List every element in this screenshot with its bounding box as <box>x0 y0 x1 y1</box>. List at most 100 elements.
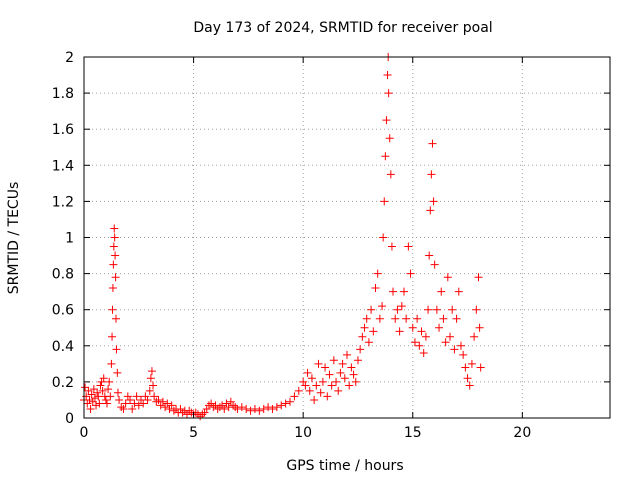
data-point <box>307 374 316 383</box>
data-point <box>465 381 474 390</box>
data-point <box>461 363 470 372</box>
data-point <box>132 392 141 401</box>
data-point <box>425 251 434 260</box>
grid <box>84 57 610 418</box>
x-tick-label: 0 <box>80 425 89 441</box>
data-point <box>385 134 394 143</box>
data-point <box>198 410 207 419</box>
y-tick-label: 0.6 <box>52 303 74 319</box>
data-point <box>358 332 367 341</box>
data-point <box>446 332 455 341</box>
data-point <box>115 395 124 404</box>
data-point <box>117 403 126 412</box>
data-point <box>443 273 452 282</box>
data-point <box>218 401 227 410</box>
x-tick-label: 10 <box>294 425 312 441</box>
data-point <box>432 305 441 314</box>
y-tick-label: 0.8 <box>52 267 74 283</box>
data-point <box>424 305 433 314</box>
data-point <box>255 406 264 415</box>
data-point <box>111 251 120 260</box>
data-point <box>389 287 398 296</box>
data-point <box>163 399 172 408</box>
data-point <box>353 356 362 365</box>
data-point <box>299 377 308 386</box>
data-point <box>318 377 327 386</box>
data-point <box>417 327 426 336</box>
y-tick-label: 1.2 <box>52 194 74 210</box>
data-point <box>391 314 400 323</box>
data-point <box>441 338 450 347</box>
data-point <box>435 323 444 332</box>
data-point <box>109 260 118 269</box>
data-point <box>305 386 314 395</box>
data-point <box>107 359 116 368</box>
plot-frame <box>83 56 611 419</box>
data-point <box>387 242 396 251</box>
data-point <box>272 403 281 412</box>
data-point <box>448 305 457 314</box>
data-point <box>158 397 167 406</box>
data-point <box>106 392 115 401</box>
y-tick-label: 1.6 <box>52 122 74 138</box>
data-point <box>454 287 463 296</box>
data-point <box>200 408 209 417</box>
data-point <box>89 385 98 394</box>
data-point <box>325 370 334 379</box>
data-point <box>439 314 448 323</box>
y-tick-label: 0.4 <box>52 339 74 355</box>
data-point <box>86 404 95 413</box>
data-point <box>286 397 295 406</box>
data-point <box>314 359 323 368</box>
data-point <box>452 314 461 323</box>
data-point <box>150 392 159 401</box>
data-point <box>202 404 211 413</box>
data-point <box>472 305 481 314</box>
data-point <box>429 197 438 206</box>
data-point <box>185 406 194 415</box>
data-point <box>121 399 130 408</box>
data-point <box>123 392 132 401</box>
data-point <box>463 374 472 383</box>
data-point <box>327 381 336 390</box>
data-point <box>143 395 152 404</box>
data-point <box>113 368 122 377</box>
data-point <box>246 406 255 415</box>
data-point <box>373 269 382 278</box>
data-point <box>386 170 395 179</box>
data-point <box>108 305 117 314</box>
data-point <box>268 404 277 413</box>
data-point <box>408 323 417 332</box>
data-point <box>147 367 156 376</box>
data-point <box>146 374 155 383</box>
data-point <box>316 388 325 397</box>
data-point <box>294 386 303 395</box>
x-tick-label: 15 <box>404 425 422 441</box>
data-point <box>222 399 231 408</box>
data-point <box>178 408 187 417</box>
data-point <box>367 305 376 314</box>
data-point <box>169 406 178 415</box>
data-point <box>111 273 120 282</box>
y-axis-label: SRMTID / TECUs <box>6 182 22 295</box>
data-point <box>437 287 446 296</box>
y-tick-label: 2 <box>65 50 74 66</box>
data-point <box>93 388 102 397</box>
data-point <box>290 392 299 401</box>
data-point <box>145 386 154 395</box>
data-point <box>340 374 349 383</box>
data-point <box>410 338 419 347</box>
data-point <box>323 392 332 401</box>
data-point <box>103 399 112 408</box>
data-point <box>220 404 229 413</box>
data-point <box>154 395 163 404</box>
data-point <box>336 368 345 377</box>
y-tick-label: 1.4 <box>52 158 74 174</box>
data-point <box>108 284 117 293</box>
data-point <box>379 233 388 242</box>
data-point <box>101 395 110 404</box>
data-point <box>428 139 437 148</box>
data-point <box>347 363 356 372</box>
